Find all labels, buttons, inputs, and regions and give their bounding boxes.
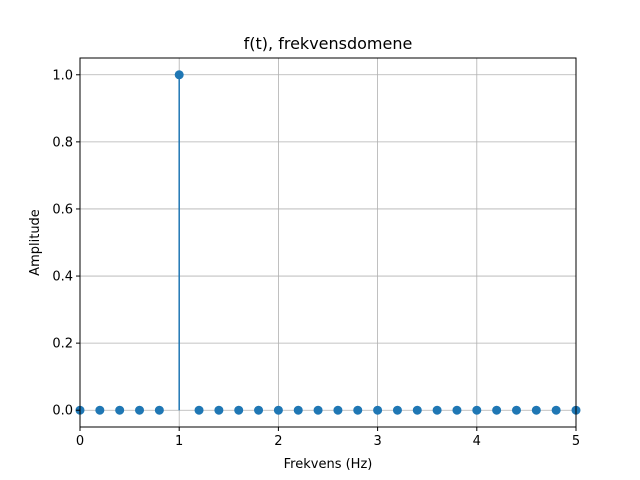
data-point	[154, 405, 164, 415]
y-axis-ticks: 0.0 0.2 0.4 0.6 0.8 1.0	[52, 68, 80, 419]
x-axis-ticks: 0 1 2 3 4 5	[76, 427, 580, 449]
data-point	[115, 405, 125, 415]
data-point	[472, 405, 482, 415]
y-tick-label: 0.2	[52, 337, 73, 352]
data-point	[412, 405, 422, 415]
data-point	[452, 405, 462, 415]
x-tick-label: 1	[175, 434, 183, 449]
y-tick-label: 0.8	[52, 135, 73, 150]
data-point	[492, 405, 502, 415]
data-point	[333, 405, 343, 415]
data-point	[373, 405, 383, 415]
y-tick-label: 1.0	[52, 68, 73, 83]
chart-title: f(t), frekvensdomene	[244, 34, 413, 53]
y-tick-label: 0.4	[52, 270, 73, 285]
markers	[75, 70, 581, 415]
y-tick-label: 0.0	[52, 404, 73, 419]
data-point	[531, 405, 541, 415]
x-tick-label: 0	[76, 434, 84, 449]
data-point	[392, 405, 402, 415]
data-point	[234, 405, 244, 415]
data-point	[293, 405, 303, 415]
data-point	[511, 405, 521, 415]
data-point	[135, 405, 145, 415]
x-tick-label: 5	[572, 434, 580, 449]
plot-frame	[79, 57, 577, 428]
data-point	[551, 405, 561, 415]
y-axis-label: Amplitude	[28, 209, 43, 276]
data-point	[254, 405, 264, 415]
data-point	[273, 405, 283, 415]
data-point	[353, 405, 363, 415]
x-axis-label: Frekvens (Hz)	[284, 457, 373, 472]
y-tick-label: 0.6	[52, 202, 73, 217]
data-point	[194, 405, 204, 415]
x-tick-label: 4	[473, 434, 481, 449]
data-point	[95, 405, 105, 415]
data-point	[432, 405, 442, 415]
data-point	[313, 405, 323, 415]
x-tick-label: 2	[274, 434, 282, 449]
x-tick-label: 3	[373, 434, 381, 449]
data-point	[174, 70, 184, 80]
data-point	[214, 405, 224, 415]
